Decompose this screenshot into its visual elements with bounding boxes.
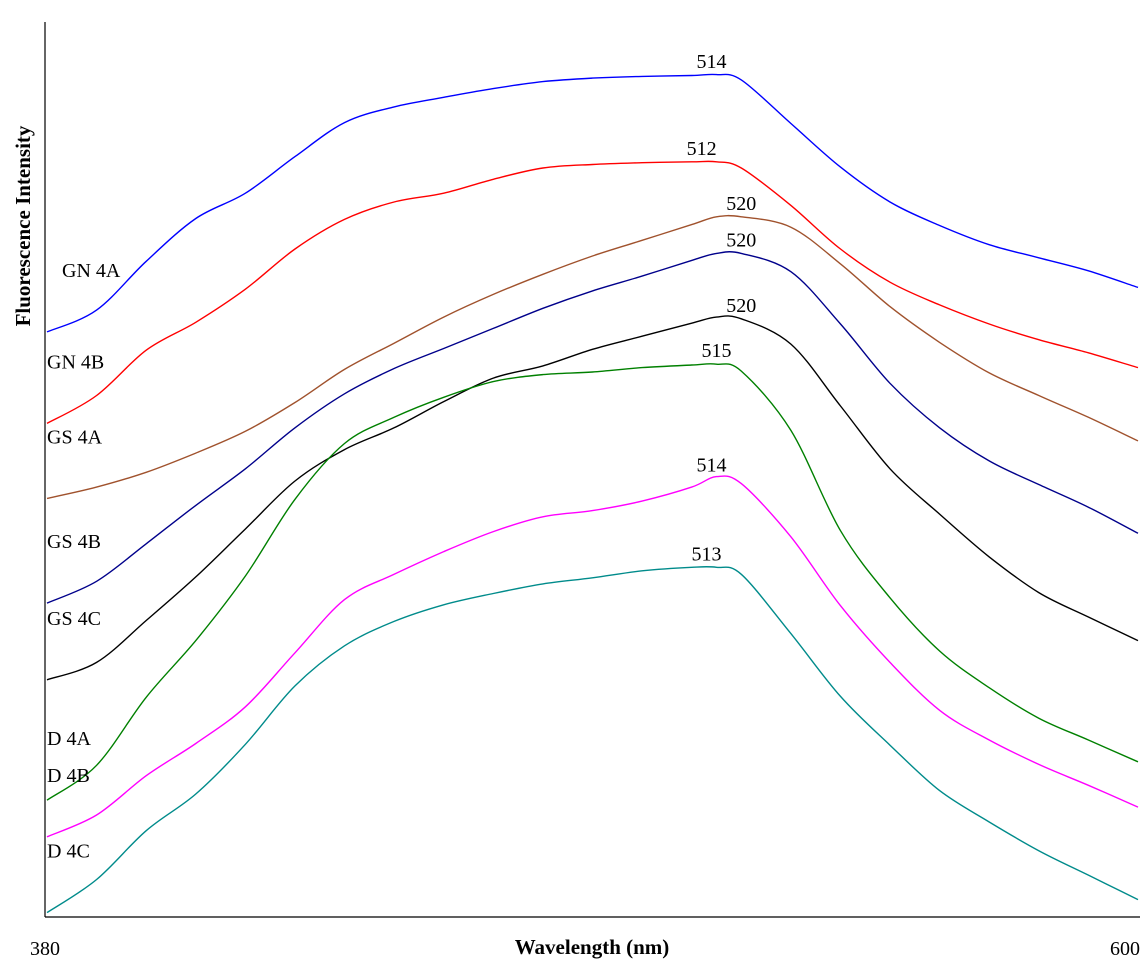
x-tick-label-min: 380: [30, 938, 60, 960]
series-label-d-4b: D 4B: [47, 765, 90, 787]
peak-label-d-4b: 514: [697, 455, 727, 477]
series-label-gs-4b: GS 4B: [47, 531, 101, 553]
series-label-d-4a: D 4A: [47, 728, 91, 750]
series-label-gn-4b: GN 4B: [47, 351, 104, 373]
peak-label-d-4a: 515: [701, 340, 731, 362]
series-label-d-4c: D 4C: [47, 841, 90, 863]
series-line-gs-4a: [46, 214, 1139, 500]
series-label-gs-4a: GS 4A: [47, 426, 103, 448]
peak-label-gs-4a: 520: [726, 193, 756, 215]
peak-label-gn-4b: 512: [687, 138, 717, 160]
x-tick-label-max: 600: [1110, 938, 1140, 960]
peak-label-gn-4a: 514: [697, 51, 727, 73]
peak-label-gs-4b: 520: [726, 229, 756, 251]
series-line-gs-4c: [46, 315, 1139, 681]
x-axis-title: Wavelength (nm): [515, 935, 670, 959]
label-layer: GN 4A 514 GN 4B 512 GS 4A 520 GS 4B 520 GS 4C 520…: [47, 51, 756, 863]
peak-label-gs-4c: 520: [726, 295, 756, 317]
series-line-gs-4b: [46, 251, 1139, 604]
series-line-d-4b: [46, 475, 1139, 838]
peak-label-d-4c: 513: [692, 543, 722, 565]
y-axis-title: Fluorescence Intensity: [11, 125, 35, 326]
series-label-gn-4a: GN 4A: [62, 260, 121, 282]
series-line-d-4a: [46, 363, 1139, 801]
series-label-gs-4c: GS 4C: [47, 608, 101, 630]
series-line-d-4c: [46, 565, 1139, 914]
series-line-gn-4a: [46, 73, 1139, 333]
series-line-gn-4b: [46, 160, 1139, 425]
series-layer: [46, 73, 1139, 914]
